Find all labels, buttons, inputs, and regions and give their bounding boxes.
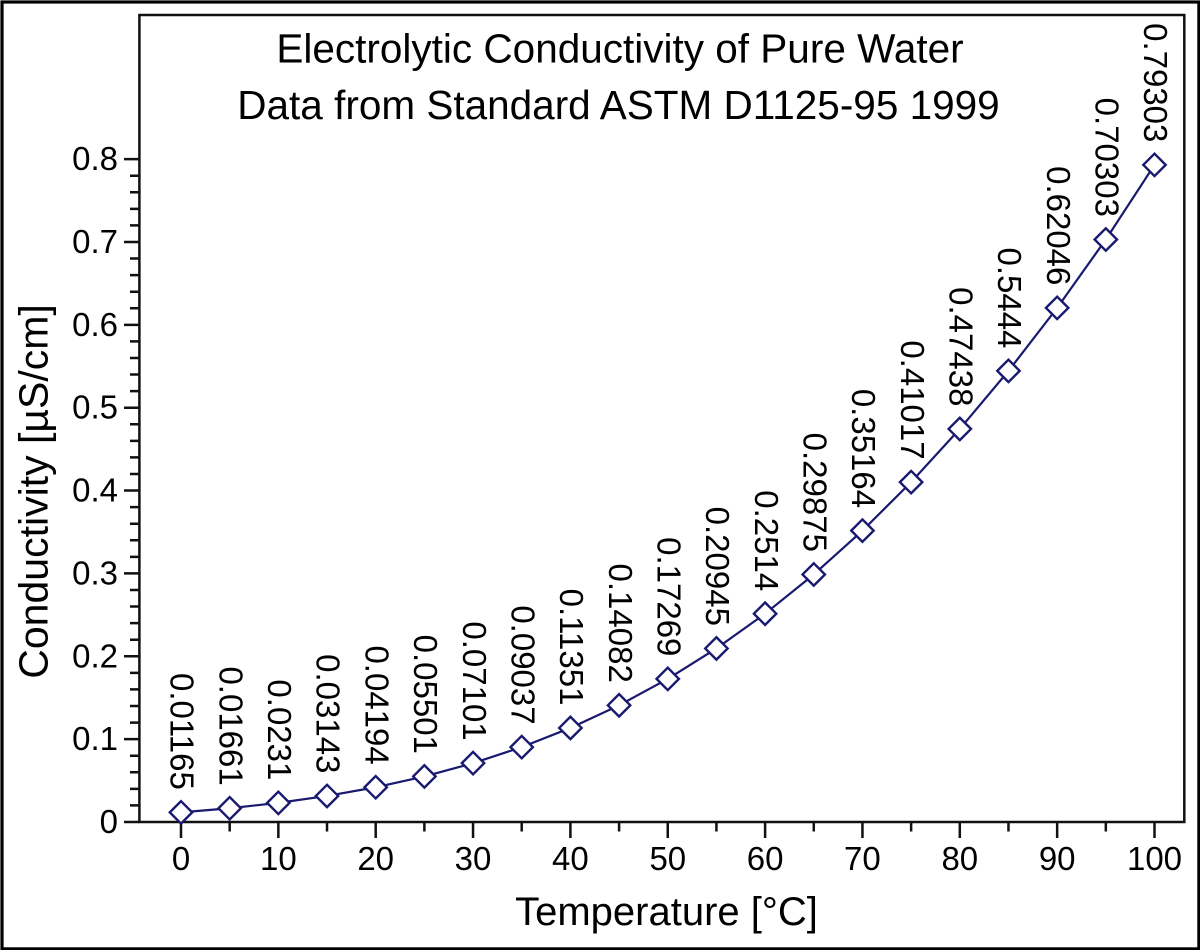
- svg-text:0.0231: 0.0231: [261, 679, 298, 780]
- svg-text:40: 40: [552, 840, 589, 877]
- svg-text:0.3: 0.3: [72, 554, 118, 591]
- svg-text:0.07101: 0.07101: [456, 621, 493, 740]
- svg-text:60: 60: [747, 840, 784, 877]
- svg-text:0.79303: 0.79303: [1137, 23, 1174, 142]
- svg-text:0.01661: 0.01661: [212, 666, 249, 785]
- svg-text:0.1: 0.1: [72, 720, 118, 757]
- svg-text:70: 70: [844, 840, 881, 877]
- svg-text:0.20945: 0.20945: [699, 507, 736, 626]
- svg-text:0.62046: 0.62046: [1040, 166, 1077, 285]
- svg-text:0.2: 0.2: [72, 637, 118, 674]
- svg-text:0.04194: 0.04194: [358, 645, 395, 764]
- svg-text:0.29875: 0.29875: [796, 433, 833, 552]
- svg-text:0.8: 0.8: [72, 140, 118, 177]
- svg-text:0.47438: 0.47438: [943, 287, 980, 406]
- svg-text:0.17269: 0.17269: [650, 537, 687, 656]
- svg-text:0.35164: 0.35164: [845, 389, 882, 508]
- svg-text:0.7: 0.7: [72, 223, 118, 260]
- svg-text:30: 30: [455, 840, 492, 877]
- svg-text:0: 0: [172, 840, 190, 877]
- svg-text:0.09037: 0.09037: [504, 605, 541, 724]
- svg-text:0.11351: 0.11351: [553, 589, 590, 706]
- svg-text:0.14082: 0.14082: [602, 564, 639, 683]
- svg-text:Electrolytic Conductivity of P: Electrolytic Conductivity of Pure Water: [276, 26, 963, 72]
- svg-text:Temperature [°C]: Temperature [°C]: [515, 890, 818, 934]
- svg-text:0.03143: 0.03143: [310, 654, 347, 773]
- svg-text:0.70303: 0.70303: [1089, 98, 1126, 217]
- svg-text:20: 20: [357, 840, 394, 877]
- svg-text:100: 100: [1127, 840, 1182, 877]
- svg-text:90: 90: [1039, 840, 1076, 877]
- svg-text:0.4: 0.4: [72, 472, 118, 509]
- svg-text:50: 50: [649, 840, 686, 877]
- svg-text:0: 0: [100, 803, 118, 840]
- svg-text:0.6: 0.6: [72, 306, 118, 343]
- svg-text:0.2514: 0.2514: [748, 490, 785, 591]
- svg-text:0.41017: 0.41017: [894, 340, 931, 459]
- svg-text:0.5: 0.5: [72, 389, 118, 426]
- svg-text:Conductivity [µS/cm]: Conductivity [µS/cm]: [11, 304, 57, 679]
- svg-text:0.05501: 0.05501: [407, 635, 444, 754]
- svg-text:Data from Standard ASTM D1125-: Data from Standard ASTM D1125-95 1999: [237, 82, 999, 128]
- svg-text:0.5444: 0.5444: [991, 247, 1028, 348]
- svg-text:80: 80: [941, 840, 978, 877]
- svg-text:10: 10: [260, 840, 297, 877]
- svg-text:0.01165: 0.01165: [164, 673, 201, 790]
